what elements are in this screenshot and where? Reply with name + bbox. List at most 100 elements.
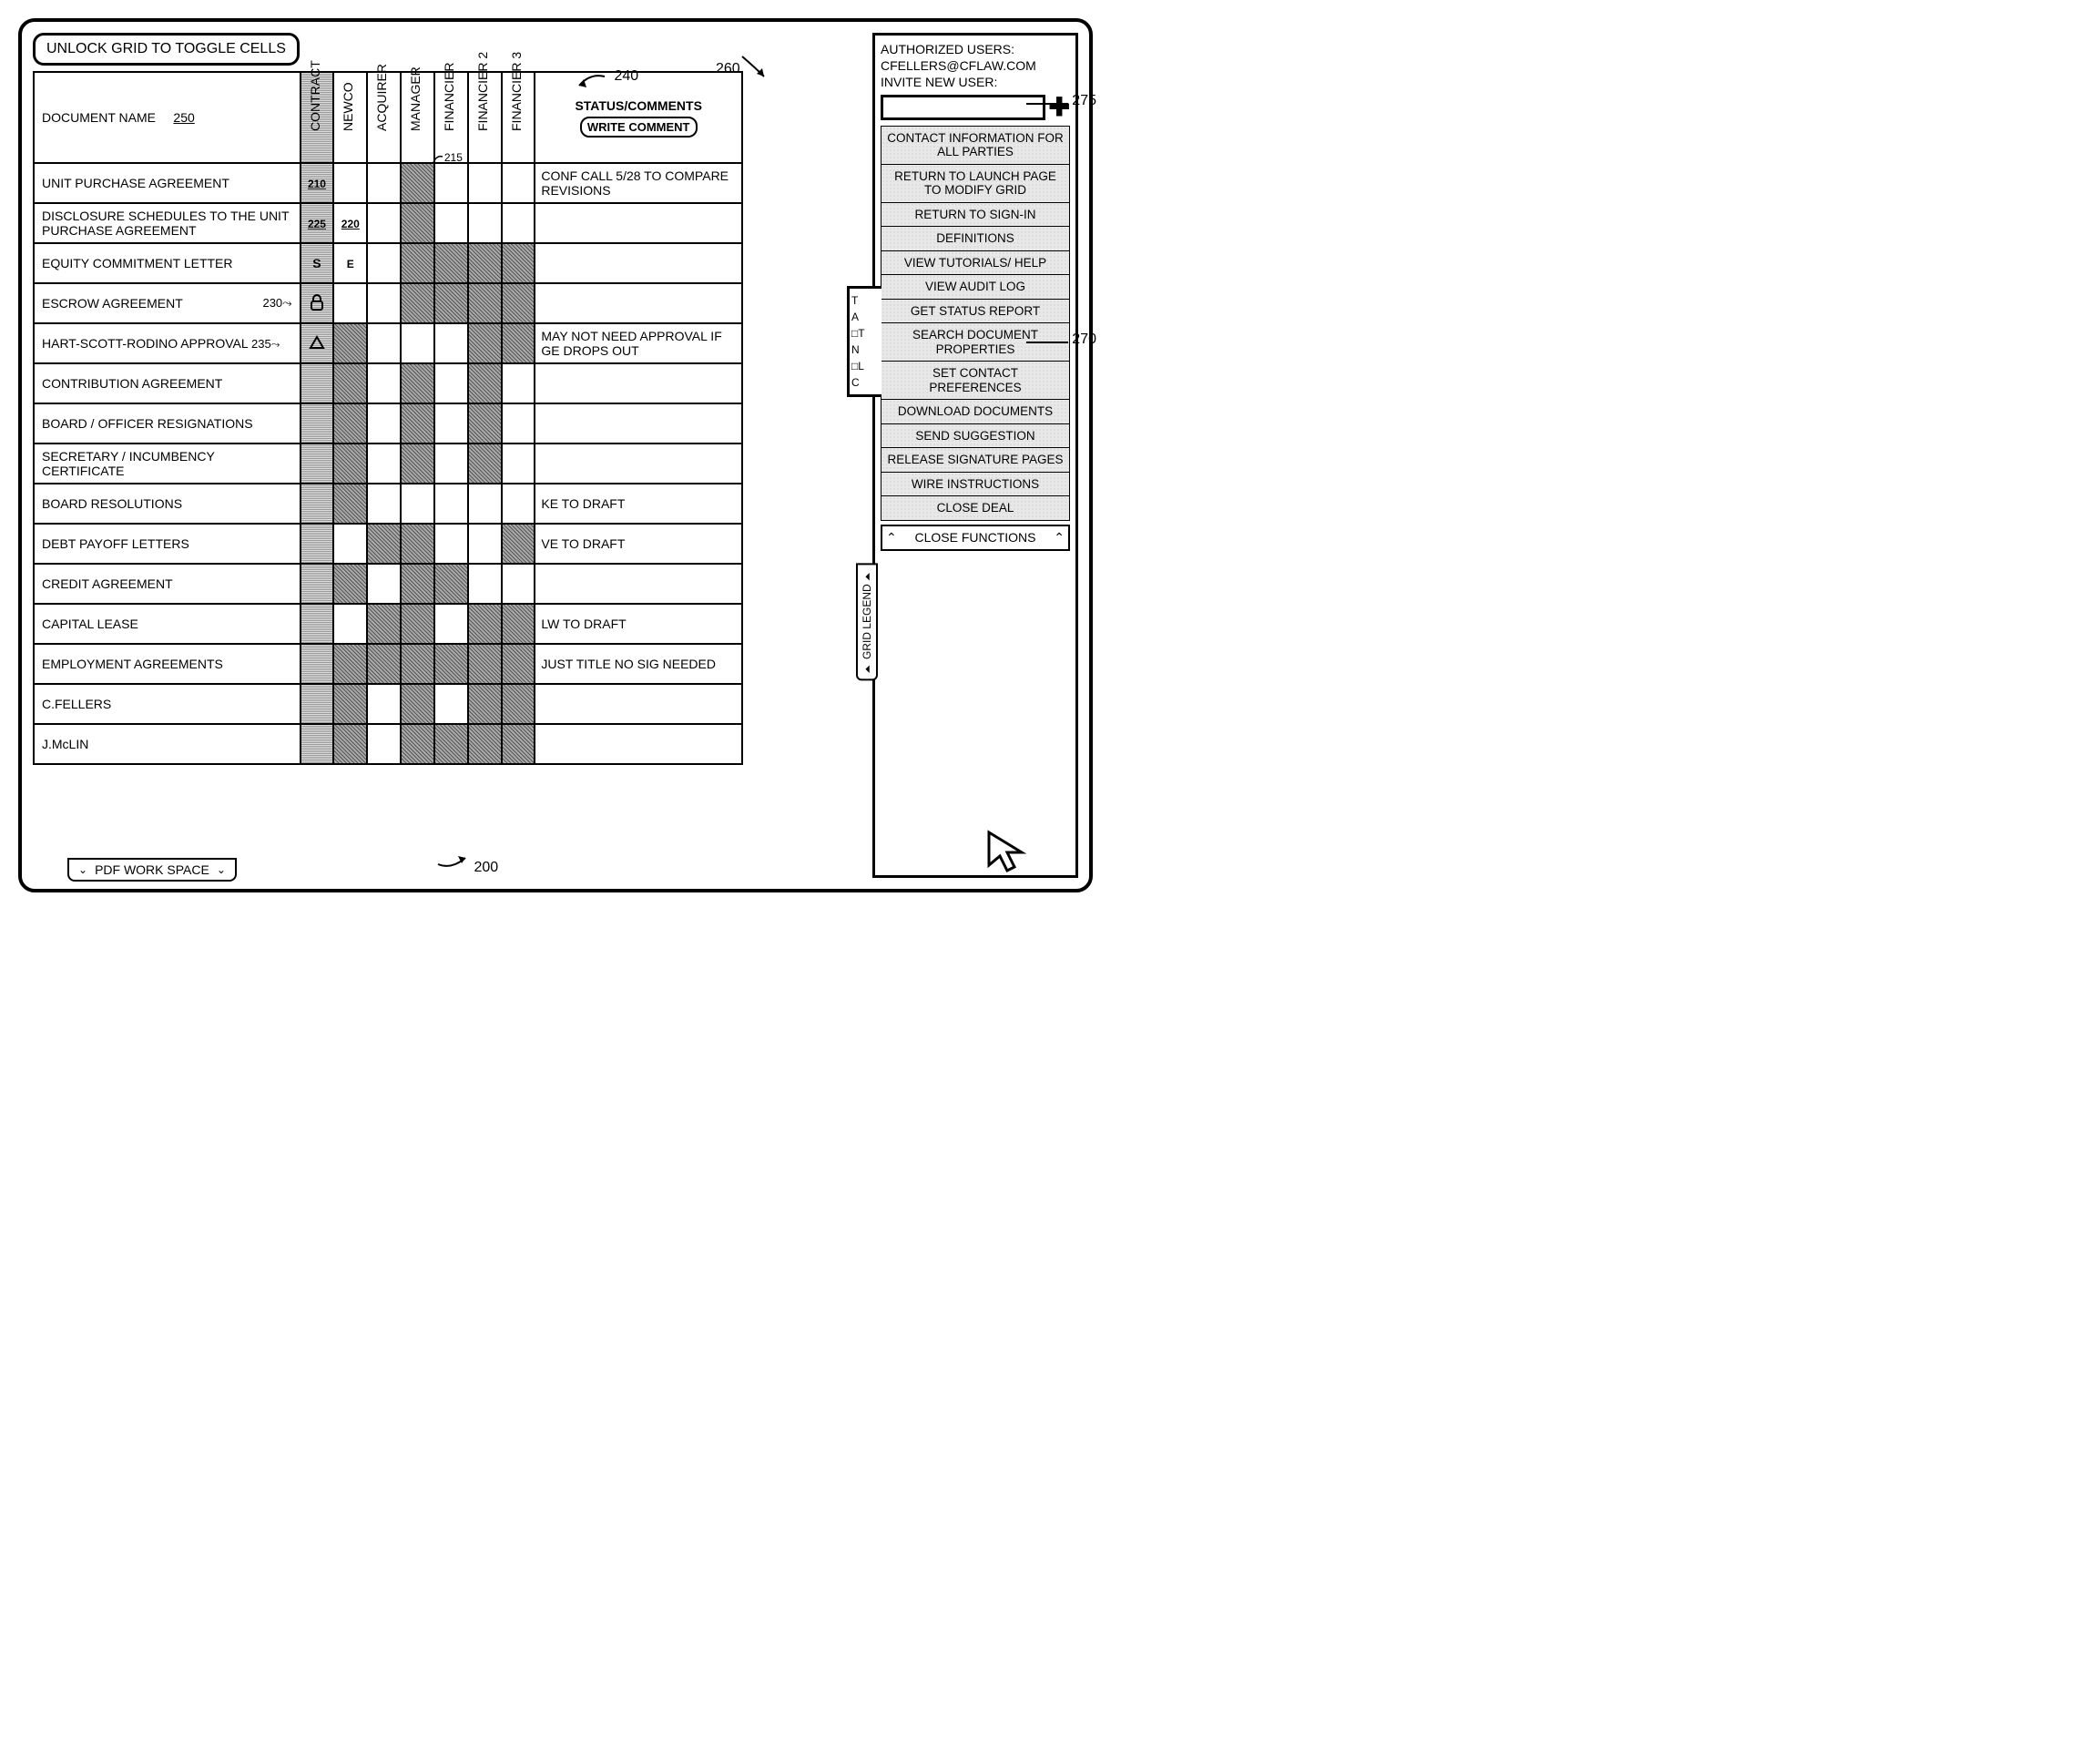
grid-cell[interactable] bbox=[468, 564, 502, 604]
grid-cell[interactable] bbox=[502, 163, 535, 203]
function-item[interactable]: VIEW AUDIT LOG bbox=[881, 275, 1070, 300]
status-cell[interactable] bbox=[535, 363, 742, 403]
grid-cell[interactable] bbox=[367, 684, 401, 724]
grid-cell[interactable] bbox=[401, 403, 434, 444]
function-item[interactable]: DEFINITIONS bbox=[881, 227, 1070, 251]
grid-cell[interactable] bbox=[468, 724, 502, 764]
grid-cell[interactable] bbox=[367, 363, 401, 403]
grid-cell[interactable] bbox=[333, 684, 367, 724]
grid-cell[interactable] bbox=[367, 243, 401, 283]
grid-cell[interactable] bbox=[434, 724, 468, 764]
grid-cell[interactable] bbox=[434, 283, 468, 323]
grid-cell[interactable] bbox=[301, 724, 334, 764]
status-cell[interactable]: CONF CALL 5/28 TO COMPARE REVISIONS bbox=[535, 163, 742, 203]
grid-cell[interactable] bbox=[468, 323, 502, 363]
document-name-cell[interactable]: DISCLOSURE SCHEDULES TO THE UNIT PURCHAS… bbox=[34, 203, 301, 243]
function-item[interactable]: RETURN TO LAUNCH PAGE TO MODIFY GRID bbox=[881, 165, 1070, 203]
grid-cell[interactable] bbox=[401, 203, 434, 243]
grid-cell[interactable] bbox=[401, 283, 434, 323]
document-name-cell[interactable]: CREDIT AGREEMENT bbox=[34, 564, 301, 604]
grid-cell[interactable] bbox=[301, 684, 334, 724]
status-cell[interactable]: JUST TITLE NO SIG NEEDED bbox=[535, 644, 742, 684]
grid-cell[interactable] bbox=[401, 724, 434, 764]
unlock-grid-button[interactable]: UNLOCK GRID TO TOGGLE CELLS bbox=[33, 33, 300, 66]
status-cell[interactable] bbox=[535, 403, 742, 444]
status-cell[interactable]: MAY NOT NEED APPROVAL IF GE DROPS OUT bbox=[535, 323, 742, 363]
grid-cell[interactable] bbox=[401, 243, 434, 283]
grid-cell[interactable]: S bbox=[301, 243, 334, 283]
grid-cell[interactable] bbox=[434, 484, 468, 524]
grid-cell[interactable] bbox=[434, 524, 468, 564]
document-name-cell[interactable]: UNIT PURCHASE AGREEMENT bbox=[34, 163, 301, 203]
grid-cell[interactable] bbox=[401, 323, 434, 363]
grid-cell[interactable] bbox=[434, 403, 468, 444]
document-name-cell[interactable]: EQUITY COMMITMENT LETTER bbox=[34, 243, 301, 283]
function-item[interactable]: RETURN TO SIGN-IN bbox=[881, 203, 1070, 228]
grid-cell[interactable]: 225 bbox=[301, 203, 334, 243]
grid-cell[interactable] bbox=[367, 203, 401, 243]
grid-cell[interactable] bbox=[468, 203, 502, 243]
grid-cell[interactable] bbox=[301, 524, 334, 564]
status-cell[interactable] bbox=[535, 203, 742, 243]
grid-cell[interactable] bbox=[434, 684, 468, 724]
grid-cell[interactable] bbox=[367, 403, 401, 444]
grid-cell[interactable] bbox=[333, 524, 367, 564]
grid-cell[interactable] bbox=[333, 604, 367, 644]
grid-cell[interactable] bbox=[367, 163, 401, 203]
grid-cell[interactable] bbox=[401, 684, 434, 724]
grid-cell[interactable] bbox=[333, 403, 367, 444]
grid-cell[interactable] bbox=[434, 323, 468, 363]
document-name-cell[interactable]: SECRETARY / INCUMBENCY CERTIFICATE bbox=[34, 444, 301, 484]
grid-cell[interactable] bbox=[333, 163, 367, 203]
grid-cell[interactable] bbox=[502, 484, 535, 524]
status-cell[interactable] bbox=[535, 283, 742, 323]
grid-cell[interactable]: 210 bbox=[301, 163, 334, 203]
document-name-cell[interactable]: C.FELLERS bbox=[34, 684, 301, 724]
grid-cell[interactable] bbox=[434, 564, 468, 604]
grid-cell[interactable] bbox=[401, 644, 434, 684]
function-item[interactable]: SEND SUGGESTION bbox=[881, 424, 1070, 449]
grid-cell[interactable] bbox=[301, 363, 334, 403]
grid-cell[interactable] bbox=[367, 644, 401, 684]
grid-cell[interactable] bbox=[502, 524, 535, 564]
grid-cell[interactable] bbox=[367, 724, 401, 764]
grid-cell[interactable] bbox=[502, 444, 535, 484]
grid-cell[interactable] bbox=[502, 564, 535, 604]
grid-cell[interactable] bbox=[333, 444, 367, 484]
write-comment-button[interactable]: WRITE COMMENT bbox=[580, 117, 698, 138]
grid-cell[interactable] bbox=[301, 323, 334, 363]
grid-cell[interactable] bbox=[434, 444, 468, 484]
invite-user-input[interactable] bbox=[881, 95, 1045, 120]
grid-cell[interactable] bbox=[333, 724, 367, 764]
grid-cell[interactable] bbox=[434, 604, 468, 644]
document-name-cell[interactable]: ESCROW AGREEMENT 230⤳ bbox=[34, 283, 301, 323]
grid-cell[interactable] bbox=[434, 243, 468, 283]
function-item[interactable]: DOWNLOAD DOCUMENTS bbox=[881, 400, 1070, 424]
grid-cell[interactable] bbox=[468, 243, 502, 283]
grid-cell[interactable] bbox=[468, 484, 502, 524]
grid-cell[interactable]: 220 bbox=[333, 203, 367, 243]
grid-cell[interactable] bbox=[502, 724, 535, 764]
document-name-cell[interactable]: BOARD RESOLUTIONS bbox=[34, 484, 301, 524]
grid-cell[interactable] bbox=[333, 484, 367, 524]
grid-cell[interactable] bbox=[367, 283, 401, 323]
document-name-cell[interactable]: CAPITAL LEASE bbox=[34, 604, 301, 644]
grid-cell[interactable] bbox=[367, 604, 401, 644]
status-cell[interactable] bbox=[535, 243, 742, 283]
grid-cell[interactable] bbox=[301, 403, 334, 444]
grid-legend-tab[interactable]: ⏵ GRID LEGEND ⏵ bbox=[856, 563, 878, 680]
status-cell[interactable] bbox=[535, 564, 742, 604]
grid-cell[interactable] bbox=[367, 524, 401, 564]
grid-cell[interactable] bbox=[401, 604, 434, 644]
grid-cell[interactable] bbox=[502, 684, 535, 724]
grid-cell[interactable] bbox=[367, 564, 401, 604]
grid-cell[interactable] bbox=[502, 323, 535, 363]
document-name-cell[interactable]: DEBT PAYOFF LETTERS bbox=[34, 524, 301, 564]
status-cell[interactable] bbox=[535, 684, 742, 724]
grid-cell[interactable] bbox=[301, 444, 334, 484]
grid-cell[interactable]: 215 bbox=[434, 163, 468, 203]
grid-cell[interactable] bbox=[502, 644, 535, 684]
document-name-cell[interactable]: BOARD / OFFICER RESIGNATIONS bbox=[34, 403, 301, 444]
grid-cell[interactable] bbox=[502, 283, 535, 323]
status-cell[interactable] bbox=[535, 444, 742, 484]
